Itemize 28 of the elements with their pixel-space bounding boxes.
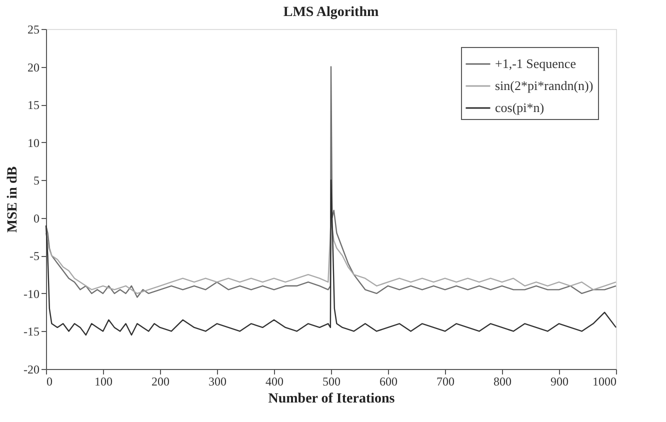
x-tick-label: 300 — [208, 374, 226, 388]
y-tick-label: 10 — [28, 136, 40, 150]
x-tick-label: 400 — [266, 374, 284, 388]
x-axis-title: Number of Iterations — [268, 392, 396, 406]
line-series — [45, 180, 617, 336]
x-tick-label: 1000 — [592, 374, 616, 388]
x-tick-label: 200 — [152, 374, 170, 388]
y-tick-label: 0 — [34, 211, 40, 226]
x-tick-label: 500 — [322, 374, 340, 388]
legend-label: cos(pi*n) — [495, 100, 544, 115]
x-tick-label: 600 — [380, 374, 398, 388]
y-tick-label: 25 — [28, 22, 40, 36]
y-axis-title: MSE in dB — [6, 166, 21, 233]
y-tick-label: 15 — [28, 98, 40, 112]
y-tick-label: -20 — [24, 362, 40, 376]
legend-label: +1,-1 Sequence — [495, 56, 576, 71]
y-tick-label: 20 — [28, 60, 40, 74]
x-tick-label: 100 — [94, 374, 112, 388]
y-tick-label: -5 — [30, 249, 40, 264]
x-tick-label: 900 — [550, 374, 568, 388]
y-tick-label: 5 — [34, 174, 40, 188]
chart-title: LMS Algorithm — [283, 5, 379, 20]
y-tick-label: -10 — [24, 286, 40, 301]
x-tick-label: 0 — [46, 374, 52, 388]
x-tick-label: 700 — [436, 374, 454, 388]
y-tick-label: -15 — [24, 324, 40, 339]
x-tick-label: 800 — [494, 374, 512, 388]
legend-label: sin(2*pi*randn(n)) — [495, 78, 594, 93]
